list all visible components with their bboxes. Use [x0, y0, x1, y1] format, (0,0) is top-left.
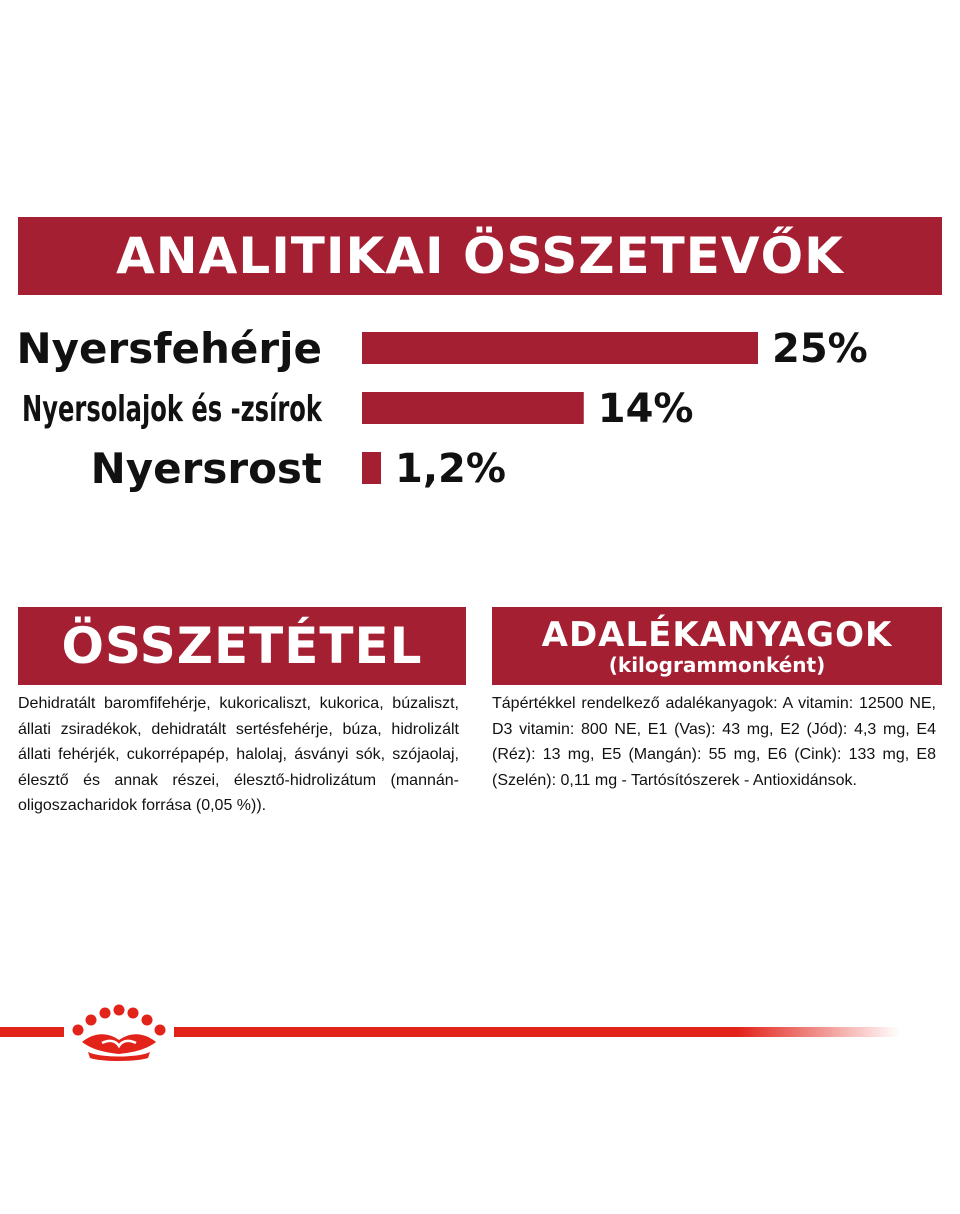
value-label: 14%	[598, 386, 694, 432]
section-title-analytical: ANALITIKAI ÖSSZETEVŐK	[18, 217, 942, 295]
additives-subtitle: (kilogrammonként)	[608, 653, 826, 677]
category-label: Nyersrost	[91, 444, 322, 493]
crown-icon	[64, 1002, 174, 1062]
value-label: 25%	[772, 326, 868, 372]
bar	[362, 332, 758, 364]
category-label: Nyersfehérje	[17, 324, 322, 373]
category-label: Nyersolajok és -zsírok	[22, 389, 323, 430]
value-label: 1,2%	[395, 446, 506, 492]
bar	[362, 392, 584, 424]
brand-divider-line	[0, 1027, 900, 1037]
section-title-additives: ADALÉKANYAGOK (kilogrammonként)	[492, 607, 942, 685]
composition-title: ÖSSZETÉTEL	[61, 617, 423, 675]
composition-text: Dehidratált baromfifehérje, kukoricalisz…	[18, 695, 459, 814]
bar	[362, 452, 382, 484]
additives-title: ADALÉKANYAGOK	[541, 615, 893, 655]
nutrient-bar-chart: Nyersfehérje 25% Nyersolajok és -zsírok 14%…	[17, 324, 868, 493]
additives-text: Tápértékkel rendelkező adalékanyagok: A …	[492, 695, 936, 789]
analytical-title: ANALITIKAI ÖSSZETEVŐK	[116, 227, 844, 285]
section-title-composition: ÖSSZETÉTEL	[18, 607, 466, 685]
